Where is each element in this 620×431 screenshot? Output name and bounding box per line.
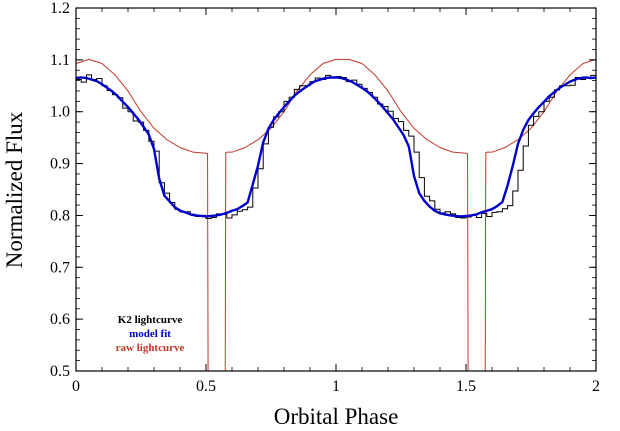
- x-tick-label: 1.5: [456, 378, 476, 395]
- y-axis-title: Normalized Flux: [2, 111, 27, 268]
- raw-lightcurve-series: [76, 58, 596, 371]
- x-tick-label: 0: [72, 378, 80, 395]
- y-tick-label: 0.5: [50, 363, 70, 380]
- legend-entry-model: model fit: [129, 328, 171, 340]
- x-axis-title: Orbital Phase: [274, 404, 399, 429]
- series-group: [76, 58, 596, 371]
- y-tick-label: 0.8: [50, 207, 70, 224]
- model-fit-series: [76, 76, 596, 218]
- legend-entry-raw: raw lightcurve: [116, 342, 185, 354]
- legend-entry-k2: K2 lightcurve: [118, 314, 183, 326]
- y-tick-label: 1.0: [50, 104, 70, 121]
- y-tick-label: 1.1: [50, 52, 70, 69]
- axis-ticks: 0 0.5 1 1.5 20.50.60.70.80.91.01.11.2: [50, 0, 600, 395]
- plot-area: [76, 58, 596, 371]
- x-tick-label: 2: [592, 378, 600, 395]
- legend: K2 lightcurve model fit raw lightcurve: [116, 314, 185, 354]
- y-tick-label: 0.6: [50, 311, 70, 328]
- y-tick-label: 0.9: [50, 156, 70, 173]
- x-tick-label: 0.5: [196, 378, 216, 395]
- x-tick-label: 1: [332, 378, 340, 395]
- y-tick-label: 0.7: [50, 259, 70, 276]
- y-tick-label: 1.2: [50, 0, 70, 17]
